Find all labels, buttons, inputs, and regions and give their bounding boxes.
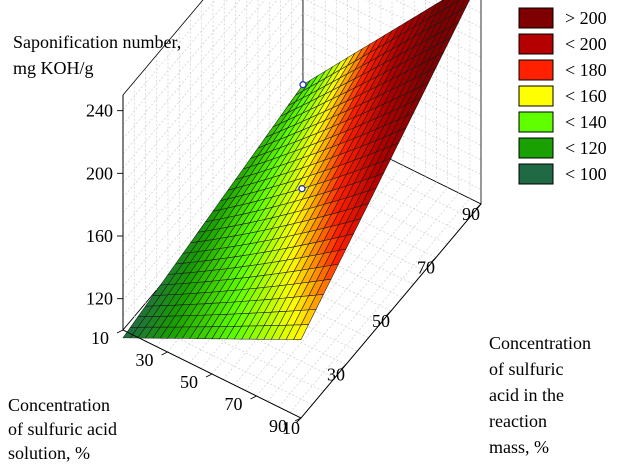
- legend-swatch: [518, 85, 554, 107]
- z-axis-label: Saponification number, mg KOH/g: [13, 32, 186, 78]
- legend-label: < 180: [565, 60, 607, 80]
- grid-line: [122, 57, 304, 272]
- grid-line: [122, 0, 278, 184]
- z-tick-label: 160: [86, 226, 113, 246]
- y-axis-label-line-5: mass, %: [489, 437, 549, 457]
- legend-swatch: [518, 137, 554, 159]
- y-tick-mark: [116, 329, 124, 334]
- x-axis-label: Concentration of sulfuric acid solution,…: [8, 395, 121, 463]
- y-tick-mark: [161, 351, 168, 356]
- grid-line: [256, 181, 437, 397]
- grid-line: [302, 42, 482, 131]
- z-tick-label: 200: [86, 163, 113, 183]
- grid-line: [267, 187, 448, 402]
- grid-line: [245, 176, 426, 391]
- x-tick-label: 90: [462, 204, 480, 224]
- x-axis-label-line-3: solution, %: [8, 443, 90, 463]
- grid-line: [122, 12, 304, 228]
- y-axis-label: Concentration of sulfuric acid in the re…: [489, 333, 595, 457]
- y-axis-label-line-4: reaction: [489, 411, 547, 431]
- x-tick-label: 30: [327, 365, 345, 385]
- design-point: [299, 81, 307, 89]
- x-tick-mark: [475, 203, 482, 210]
- response-surface: [122, 0, 470, 340]
- y-tick-label: 70: [225, 394, 243, 414]
- x-tick-mark: [430, 257, 437, 263]
- y-tick-label: 30: [136, 350, 154, 370]
- y-tick-label: 90: [269, 416, 287, 436]
- grid-line: [222, 165, 404, 380]
- grid-line: [364, 0, 482, 58]
- legend-swatch: [518, 163, 554, 185]
- legend-swatch: [518, 33, 554, 55]
- y-tick-label: 10: [91, 328, 109, 348]
- y-axis-label-line-2: of sulfuric: [489, 359, 563, 379]
- design-point: [298, 185, 306, 193]
- y-tick-mark: [250, 395, 257, 400]
- grid-line: [302, 27, 482, 117]
- grid-line: [334, 0, 482, 73]
- grid-line: [302, 12, 482, 102]
- y-tick-mark: [205, 373, 213, 378]
- grid-line: [278, 192, 460, 408]
- z-tick-label: 240: [86, 101, 113, 121]
- y-tick-mark: [294, 417, 302, 422]
- design-points: [298, 81, 307, 193]
- legend-label: < 100: [565, 164, 607, 184]
- z-axis-label-line-1: Saponification number,: [13, 32, 181, 52]
- grid-line: [122, 27, 304, 243]
- legend-label: < 120: [565, 138, 607, 158]
- grid-line: [233, 170, 415, 386]
- legend-swatch: [518, 7, 554, 29]
- surface-cell: [293, 324, 309, 340]
- x-tick-label: 50: [372, 311, 390, 331]
- x-axis-label-line-2: of sulfuric acid: [8, 419, 117, 439]
- grid-line: [305, 0, 482, 87]
- legend-label: < 200: [565, 34, 607, 54]
- grid-line: [122, 0, 290, 199]
- legend-label: < 160: [565, 86, 607, 106]
- legend-swatch: [518, 59, 554, 81]
- x-tick-mark: [385, 310, 392, 317]
- grid-line: [289, 198, 471, 413]
- x-tick-mark: [340, 364, 347, 370]
- legend: > 200 < 200 < 180 < 160 < 140 < 120 < 100: [518, 7, 607, 185]
- grid-line: [122, 42, 304, 257]
- x-axis-label-line-1: Concentration: [8, 395, 110, 415]
- y-axis-label-line-1: Concentration: [489, 333, 591, 353]
- z-tick-label: 120: [86, 289, 113, 309]
- legend-swatch: [518, 111, 554, 133]
- legend-label: < 140: [565, 112, 607, 132]
- legend-label: > 200: [565, 8, 607, 28]
- y-tick-label: 50: [180, 372, 198, 392]
- grid-line: [122, 71, 304, 287]
- y-axis-label-line-3: acid in the: [489, 385, 564, 405]
- z-axis-label-line-2: mg KOH/g: [13, 58, 94, 78]
- x-tick-label: 10: [282, 418, 300, 438]
- grid-line: [122, 0, 303, 213]
- grid-line: [122, 86, 304, 301]
- x-tick-label: 70: [417, 258, 435, 278]
